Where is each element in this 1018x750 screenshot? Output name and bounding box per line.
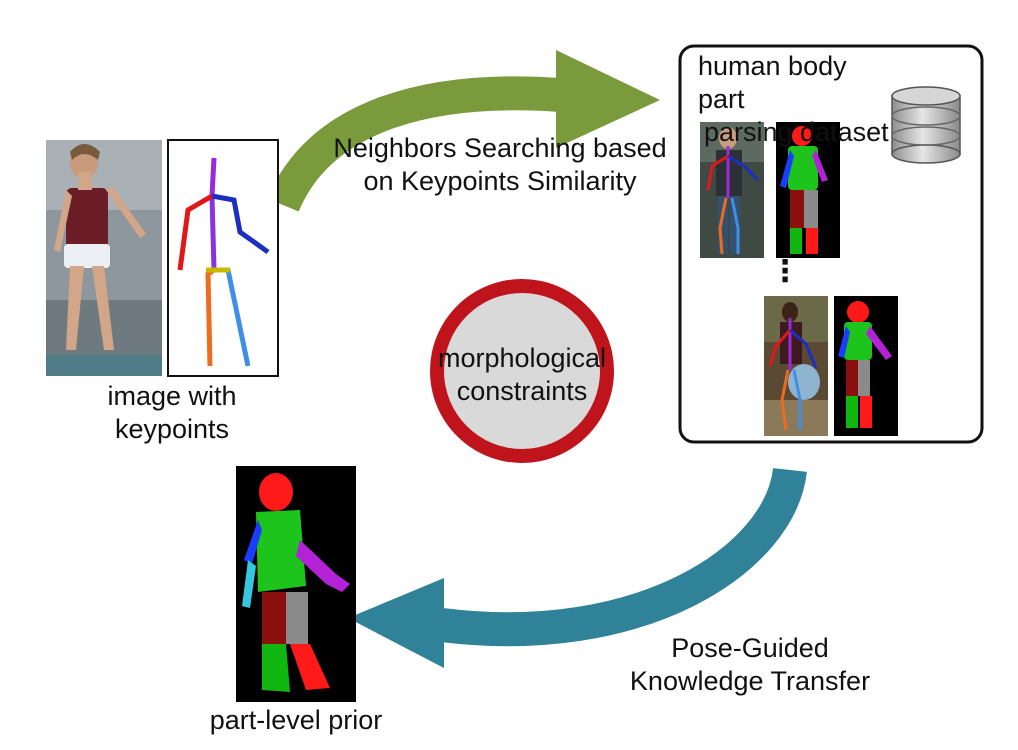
- dataset-sample-photo-1: [700, 122, 764, 258]
- dataset-sample-parsing-1: [776, 122, 840, 258]
- search-arrow: [267, 50, 660, 212]
- center-label: morphological constraints: [430, 342, 614, 408]
- keypoint-skeleton: [167, 139, 279, 377]
- search-step-line2: on Keypoints Similarity: [363, 165, 637, 196]
- output-caption: part-level prior: [209, 705, 383, 735]
- transfer-step-line2: Knowledge Transfer: [629, 665, 871, 696]
- input-caption-line2: keypoints: [114, 413, 230, 444]
- dataset-title: human body part parsing dataset: [690, 50, 900, 149]
- transfer-step-label: Pose-Guided Knowledge Transfer: [610, 632, 890, 698]
- dataset-sample-photo-2: [764, 296, 828, 436]
- dataset-sample-parsing-2: [834, 296, 898, 436]
- database-icon: [891, 86, 961, 164]
- transfer-arrow: [348, 467, 807, 668]
- morphological-constraints-circle: [430, 279, 614, 463]
- input-caption: image with keypoints: [82, 380, 262, 446]
- input-caption-line1: image with: [107, 381, 237, 411]
- transfer-step-line1: Pose-Guided: [671, 633, 829, 663]
- output-part-prior: [236, 466, 356, 702]
- dataset-title-line1: human body part: [698, 51, 847, 114]
- center-label-line2: constraints: [456, 375, 588, 406]
- search-step-label: Neighbors Searching based on Keypoints S…: [330, 132, 670, 198]
- center-label-line1: morphological: [437, 343, 607, 373]
- dataset-title-line2: parsing dataset: [704, 116, 889, 147]
- search-step-line1: Neighbors Searching based: [333, 133, 667, 163]
- input-photo: [46, 140, 162, 376]
- dataset-ellipsis: ⋮: [770, 255, 800, 288]
